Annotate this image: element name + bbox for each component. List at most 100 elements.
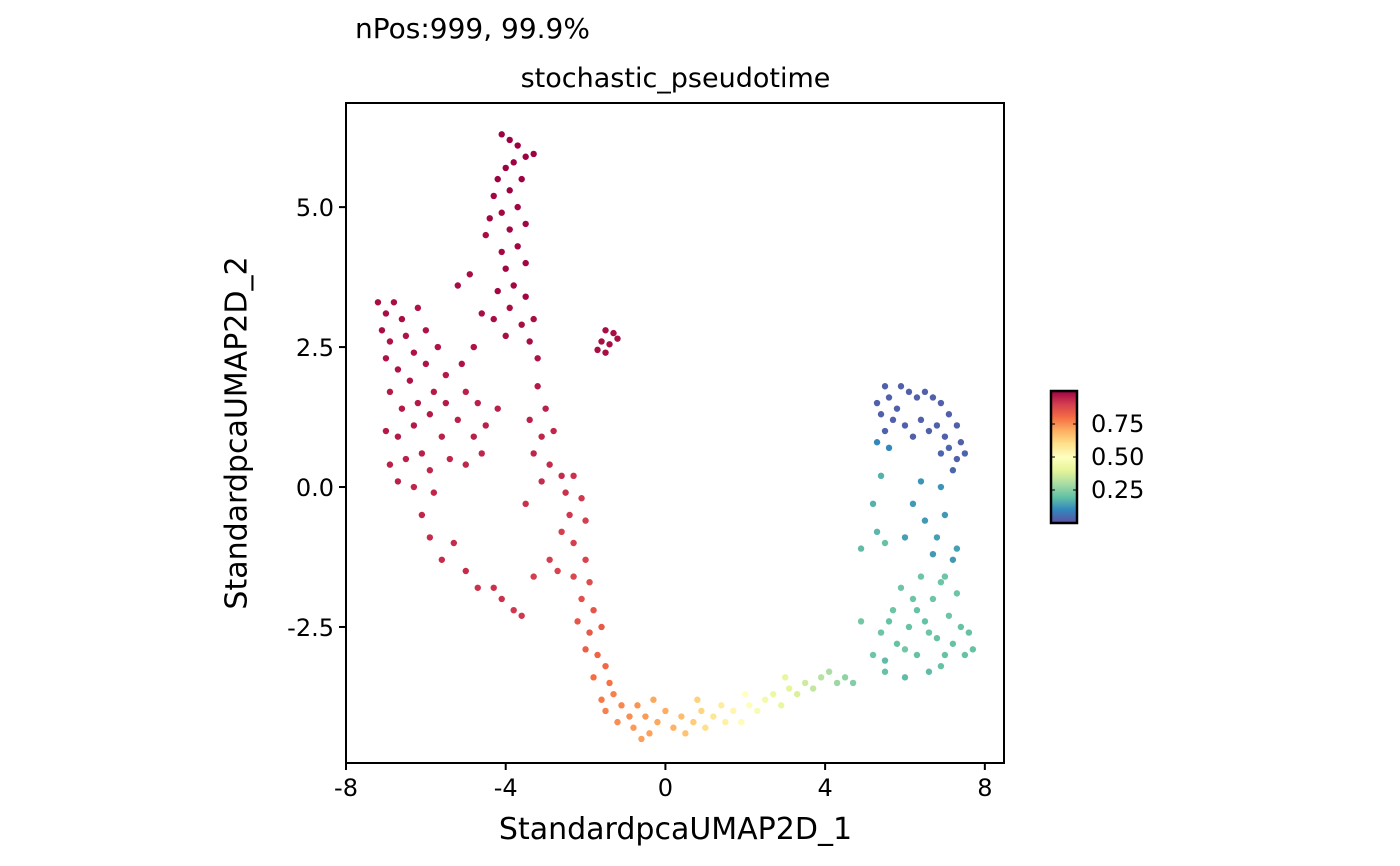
data-point — [937, 399, 945, 407]
data-point — [929, 595, 937, 603]
data-point — [578, 495, 585, 502]
data-point — [698, 707, 705, 715]
data-point — [498, 248, 505, 256]
data-point — [953, 455, 961, 463]
data-point — [785, 685, 793, 692]
data-point — [502, 332, 509, 340]
data-point — [881, 427, 889, 435]
data-point — [634, 702, 641, 709]
data-point — [638, 735, 645, 743]
data-point — [809, 685, 817, 692]
data-point — [386, 338, 394, 345]
data-point — [941, 433, 949, 440]
data-point — [953, 590, 961, 597]
data-point — [438, 433, 446, 440]
data-point — [574, 618, 581, 625]
chart-subtitle: nPos:999, 99.9% — [355, 12, 590, 45]
data-point — [510, 606, 517, 614]
data-point — [949, 640, 957, 647]
data-point — [582, 556, 589, 563]
data-point — [738, 718, 745, 726]
data-point — [586, 629, 593, 636]
data-point — [494, 405, 501, 412]
y-tick-label: -2.5 — [287, 614, 334, 642]
data-point — [522, 500, 529, 508]
data-point — [905, 388, 913, 396]
data-point — [937, 578, 945, 586]
data-point — [957, 623, 965, 631]
data-point — [502, 164, 509, 172]
data-point — [953, 545, 961, 552]
data-point — [610, 329, 617, 337]
data-point — [506, 136, 513, 144]
data-point — [881, 539, 889, 547]
data-point — [474, 584, 481, 591]
data-point — [570, 539, 577, 547]
data-point — [522, 153, 529, 160]
data-point — [941, 573, 949, 580]
data-point — [438, 556, 446, 563]
data-point — [909, 500, 917, 508]
data-point — [913, 606, 921, 614]
x-tick-label: -8 — [334, 774, 358, 802]
data-point — [869, 651, 877, 659]
data-point — [582, 646, 589, 653]
data-point — [841, 674, 849, 681]
data-point — [889, 606, 897, 614]
data-point — [566, 511, 573, 519]
data-point — [881, 668, 889, 675]
colorbar-legend: 0.75 0.50 0.25 — [1049, 389, 1144, 525]
data-point — [626, 713, 633, 720]
data-point — [498, 595, 505, 603]
data-point — [925, 668, 933, 675]
data-point — [410, 349, 418, 356]
data-point — [462, 461, 469, 468]
data-point — [730, 707, 737, 715]
data-point — [514, 203, 521, 211]
data-point — [881, 657, 889, 664]
data-point — [893, 640, 901, 647]
data-point — [474, 399, 481, 407]
data-point — [422, 360, 430, 368]
data-point — [646, 730, 653, 737]
data-point — [901, 534, 909, 541]
data-point — [410, 483, 418, 491]
y-tick-label: 2.5 — [296, 334, 334, 362]
data-point — [917, 416, 925, 424]
data-point — [877, 411, 885, 418]
data-point — [945, 444, 953, 452]
data-point — [394, 433, 402, 440]
data-point — [602, 349, 609, 356]
data-point — [770, 690, 777, 698]
data-point — [941, 511, 949, 519]
data-point — [710, 713, 717, 720]
data-point — [825, 668, 833, 675]
data-point — [434, 343, 442, 351]
data-point — [426, 467, 434, 474]
x-tick-label: 8 — [977, 774, 992, 802]
data-point — [602, 707, 609, 715]
data-point — [921, 388, 929, 396]
data-point — [546, 556, 553, 563]
data-point — [490, 584, 497, 591]
x-axis-label: StandardpcaUMAP2D_1 — [498, 812, 853, 847]
data-point — [961, 651, 969, 659]
data-point — [718, 702, 725, 709]
data-point — [678, 713, 685, 720]
data-point — [550, 427, 557, 435]
data-point — [498, 131, 505, 138]
data-point — [778, 702, 785, 709]
data-point — [917, 573, 925, 580]
data-point — [630, 724, 637, 731]
data-point — [742, 690, 749, 698]
points-layer — [374, 131, 977, 743]
data-point — [498, 209, 505, 216]
data-point — [510, 282, 517, 289]
data-point — [530, 450, 537, 457]
data-point — [598, 696, 605, 703]
data-point — [961, 450, 969, 457]
data-point — [510, 159, 517, 166]
colorbar-tick-label: 0.50 — [1091, 443, 1144, 471]
data-point — [430, 489, 438, 496]
data-point — [374, 299, 382, 306]
